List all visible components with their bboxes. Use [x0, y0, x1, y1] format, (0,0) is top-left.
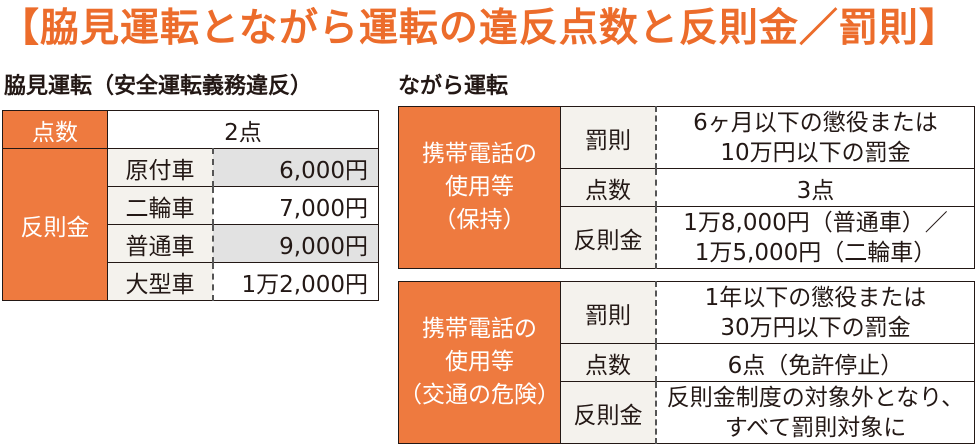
table-row: 反則金 原付車 6,000円: [2, 148, 379, 301]
fine-amount: 7,000円: [212, 186, 379, 225]
fine-amount: 1万2,000円: [212, 262, 379, 301]
points-value: 6点（免許停止）: [655, 343, 975, 382]
penalty-label: 罰則: [560, 281, 657, 344]
points-label: 点数: [2, 110, 108, 149]
phone-driving-heading: ながら運転: [398, 74, 509, 99]
fine-label: 反則金: [560, 381, 657, 444]
table-row: 普通車 9,000円: [3, 224, 379, 263]
penalty-value: 1年以下の懲役または 30万円以下の罰金: [655, 281, 975, 344]
points-value: 2点: [107, 110, 379, 149]
vehicle-type: 普通車: [107, 224, 214, 263]
fine-value: 反則金制度の対象外となり、 すべて罰則対象に: [655, 381, 975, 444]
points-value: 3点: [655, 168, 975, 207]
points-label: 点数: [560, 168, 657, 207]
table-row: 二輪車 7,000円: [3, 186, 379, 225]
points-label: 点数: [560, 343, 657, 382]
fine-label: 反則金: [2, 148, 108, 301]
penalty-label: 罰則: [560, 106, 657, 169]
vehicle-type: 原付車: [107, 148, 214, 187]
vehicle-type: 二輪車: [107, 186, 214, 225]
penalty-value: 6ヶ月以下の懲役または 10万円以下の罰金: [655, 106, 975, 169]
phone-holding-table: 携帯電話の 使用等 （保持） 罰則 6ヶ月以下の懲役または 10万円以下の罰金 …: [398, 106, 975, 269]
fine-amount: 9,000円: [212, 224, 379, 263]
phone-danger-table: 携帯電話の 使用等 （交通の危険） 罰則 1年以下の懲役または 30万円以下の罰…: [398, 281, 975, 444]
page-title: 【脇見運転とながら運転の違反点数と反則金／罰則】: [0, 6, 959, 51]
fine-value: 1万8,000円（普通車）／ 1万5,000円（二輪車）: [655, 206, 975, 269]
distracted-driving-table: 点数 2点 反則金 原付車 6,000円 二輪車 7,000円 普通車 9,00…: [2, 110, 379, 301]
table-row: 大型車 1万2,000円: [3, 262, 379, 301]
fine-amount: 6,000円: [212, 148, 379, 187]
vehicle-type: 大型車: [107, 262, 214, 301]
fine-label: 反則金: [560, 206, 657, 269]
category-label: 携帯電話の 使用等 （交通の危険）: [398, 281, 561, 444]
category-label: 携帯電話の 使用等 （保持）: [398, 106, 561, 269]
distracted-driving-heading: 脇見運転（安全運転義務違反）: [4, 74, 313, 99]
